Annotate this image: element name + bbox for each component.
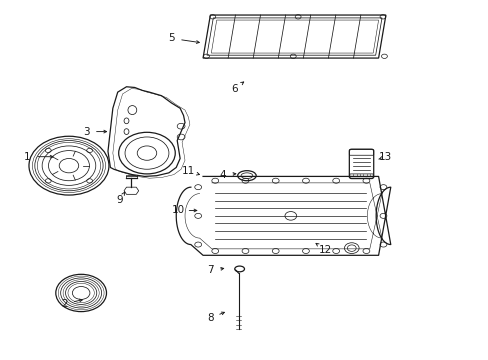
Text: 6: 6	[231, 84, 238, 94]
Text: 12: 12	[318, 245, 331, 255]
Text: 13: 13	[379, 152, 392, 162]
Text: 9: 9	[117, 195, 123, 205]
Text: 8: 8	[206, 313, 213, 323]
Text: 3: 3	[82, 127, 89, 136]
Text: 5: 5	[168, 33, 174, 43]
Text: 2: 2	[61, 299, 67, 309]
Text: 11: 11	[182, 166, 195, 176]
Text: 1: 1	[24, 152, 31, 162]
Text: 7: 7	[206, 265, 213, 275]
Text: 4: 4	[219, 170, 225, 180]
Text: 10: 10	[172, 206, 185, 216]
